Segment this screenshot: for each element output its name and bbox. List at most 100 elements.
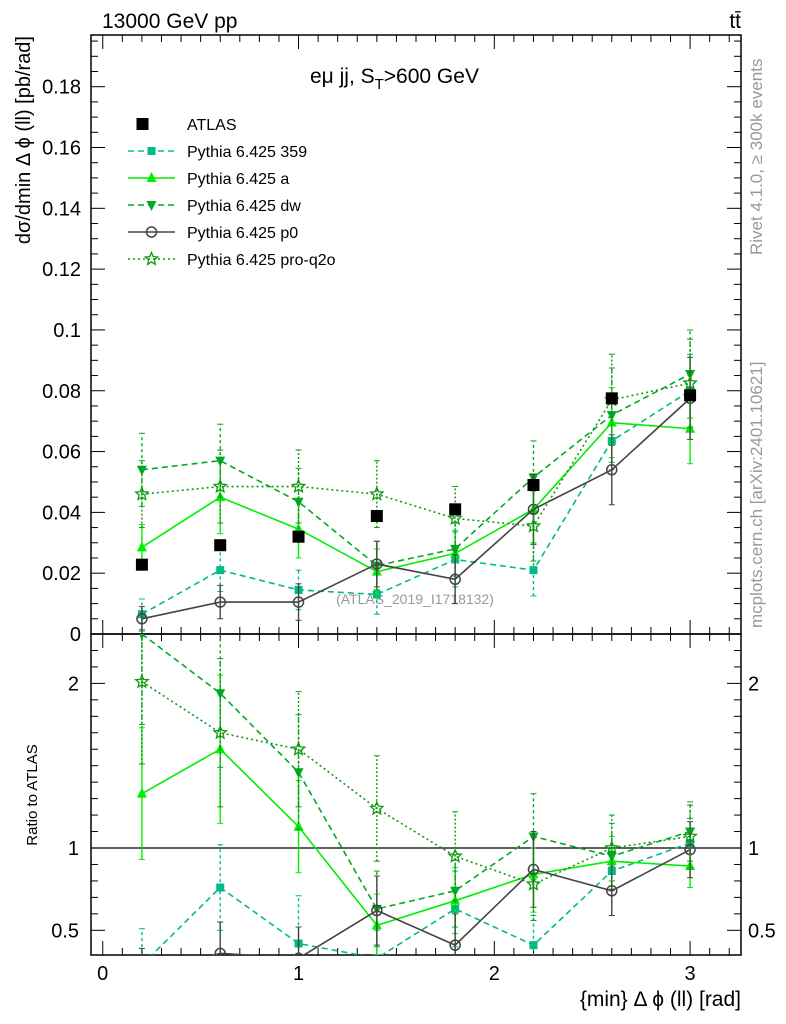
legend-label: Pythia 6.425 a: [187, 171, 289, 188]
series-line: [141, 748, 691, 927]
marker-circle: [137, 971, 147, 981]
marker-square: [216, 566, 225, 575]
marker-circle: [371, 904, 383, 917]
marker-star: [447, 848, 463, 863]
ratio-tick-label: 0.5: [51, 920, 79, 942]
marker-star: [604, 839, 620, 855]
marker-circle: [145, 226, 158, 238]
series-line: [211, 848, 691, 955]
ratio-tick-label: 1: [68, 838, 79, 860]
marker-triangle-down: [606, 852, 617, 863]
marker-star: [525, 876, 542, 891]
data-point: [214, 539, 227, 552]
marker-star: [134, 673, 150, 689]
marker-star: [290, 478, 307, 494]
data-point: [449, 503, 462, 516]
rivet-label: Rivet 4.1.0, ≥ 300k events: [747, 59, 766, 255]
marker-triangle-up: [136, 541, 147, 552]
x-tick-label: 2: [489, 963, 500, 985]
series-layer: [134, 329, 698, 981]
marker-triangle-down: [138, 634, 145, 640]
series-line: [141, 390, 691, 615]
marker-circle: [449, 939, 461, 951]
plot-title-main: eμ jj, S: [310, 65, 375, 88]
y-tick-label: 0.1: [53, 320, 81, 342]
ratio-plot-frame: [90, 633, 742, 956]
y-tick-label: 0.14: [42, 198, 81, 220]
axes-layer: 0 1 2 3 0 0.02 0.04 0.06 0.08 0.1 0.12 0.14 0.16 0.18…: [42, 35, 776, 985]
process-label: tt̄: [729, 10, 741, 33]
plot-title-tail: >600 GeV: [384, 65, 479, 88]
marker-star: [212, 724, 228, 740]
series-line: [141, 397, 691, 620]
y-tick-label: 0.12: [42, 259, 81, 281]
series-line: [141, 421, 691, 573]
y-tick-label: 0.02: [42, 563, 81, 585]
marker-star: [682, 828, 698, 844]
marker-triangle-up: [146, 172, 157, 182]
series-ratio-pythia-6-425-pro-q2o: [134, 634, 698, 921]
marker-star: [369, 800, 385, 816]
y-tick-label: 0.16: [42, 138, 81, 160]
marker-circle: [449, 573, 461, 586]
marker-square: [529, 941, 538, 950]
marker-triangle-up: [606, 416, 617, 427]
marker-square: [529, 566, 538, 575]
marker-star: [525, 517, 542, 533]
data-point: [292, 530, 305, 543]
y-tick-label: 0.08: [42, 381, 81, 403]
plot-title: eμ jj, ST>600 GeV: [310, 65, 479, 93]
marker-circle: [136, 613, 148, 625]
legend-label: Pythia 6.425 dw: [187, 198, 301, 215]
legend-marker-atlas: [136, 118, 149, 130]
data-point: [605, 392, 618, 405]
data-point: [527, 479, 540, 492]
marker-star: [212, 478, 229, 494]
marker-square: [216, 883, 225, 892]
marker-star: [369, 485, 385, 501]
marker-star: [134, 485, 150, 501]
series-main-pythia-6-425-p0: [136, 356, 696, 632]
marker-star: [447, 510, 463, 526]
marker-circle: [606, 464, 618, 476]
y-tick-label: 0: [70, 624, 81, 646]
series-line: [150, 842, 691, 955]
marker-square: [147, 147, 156, 155]
legend-label: ATLAS: [187, 117, 237, 134]
data-point: [684, 389, 697, 402]
ratio-tick-label-right: 1: [748, 838, 759, 860]
y-tick-label: 0.04: [42, 502, 81, 524]
legend-label: Pythia 6.425 359: [187, 144, 307, 161]
marker-circle: [606, 885, 618, 897]
ratio-tick-label-right: 2: [748, 673, 759, 695]
marker-circle: [293, 952, 304, 955]
marker-circle: [214, 596, 226, 608]
marker-circle: [214, 947, 226, 955]
ratio-tick-label-right: 0.5: [748, 920, 776, 942]
series-line: [141, 382, 691, 527]
data-point: [370, 510, 383, 523]
marker-star: [143, 250, 160, 266]
marker-star: [290, 740, 307, 756]
legend-label: Pythia 6.425 pro-q2o: [187, 252, 336, 269]
legend-label: Pythia 6.425 p0: [187, 225, 298, 242]
marker-square: [138, 961, 146, 969]
x-tick-label: 3: [685, 963, 696, 985]
plot-title-sub: T: [375, 76, 384, 93]
marker-triangle-up: [136, 787, 147, 798]
marker-circle: [371, 558, 383, 570]
ratio-y-axis-label: Ratio to ATLAS: [24, 744, 41, 845]
y-axis-label: dσ/dmin Δ ϕ (ll) [pb/rad]: [13, 36, 35, 244]
y-tick-label: 0.06: [42, 442, 81, 464]
data-point: [135, 558, 148, 571]
marker-star: [682, 374, 698, 390]
x-tick-label: 0: [97, 963, 108, 985]
x-tick-label: 1: [293, 963, 304, 985]
marker-triangle-down: [146, 201, 157, 211]
ratio-tick-label: 2: [68, 673, 79, 695]
legend: ATLAS Pythia 6.425 359 Pythia 6.425 a Pythi…: [128, 117, 336, 269]
mcplots-label: mcplots.cern.ch [arXiv:2401.10621]: [747, 362, 766, 628]
series-main-pythia-6-425-pro-q2o: [134, 338, 698, 562]
y-tick-label: 0.18: [42, 77, 81, 99]
